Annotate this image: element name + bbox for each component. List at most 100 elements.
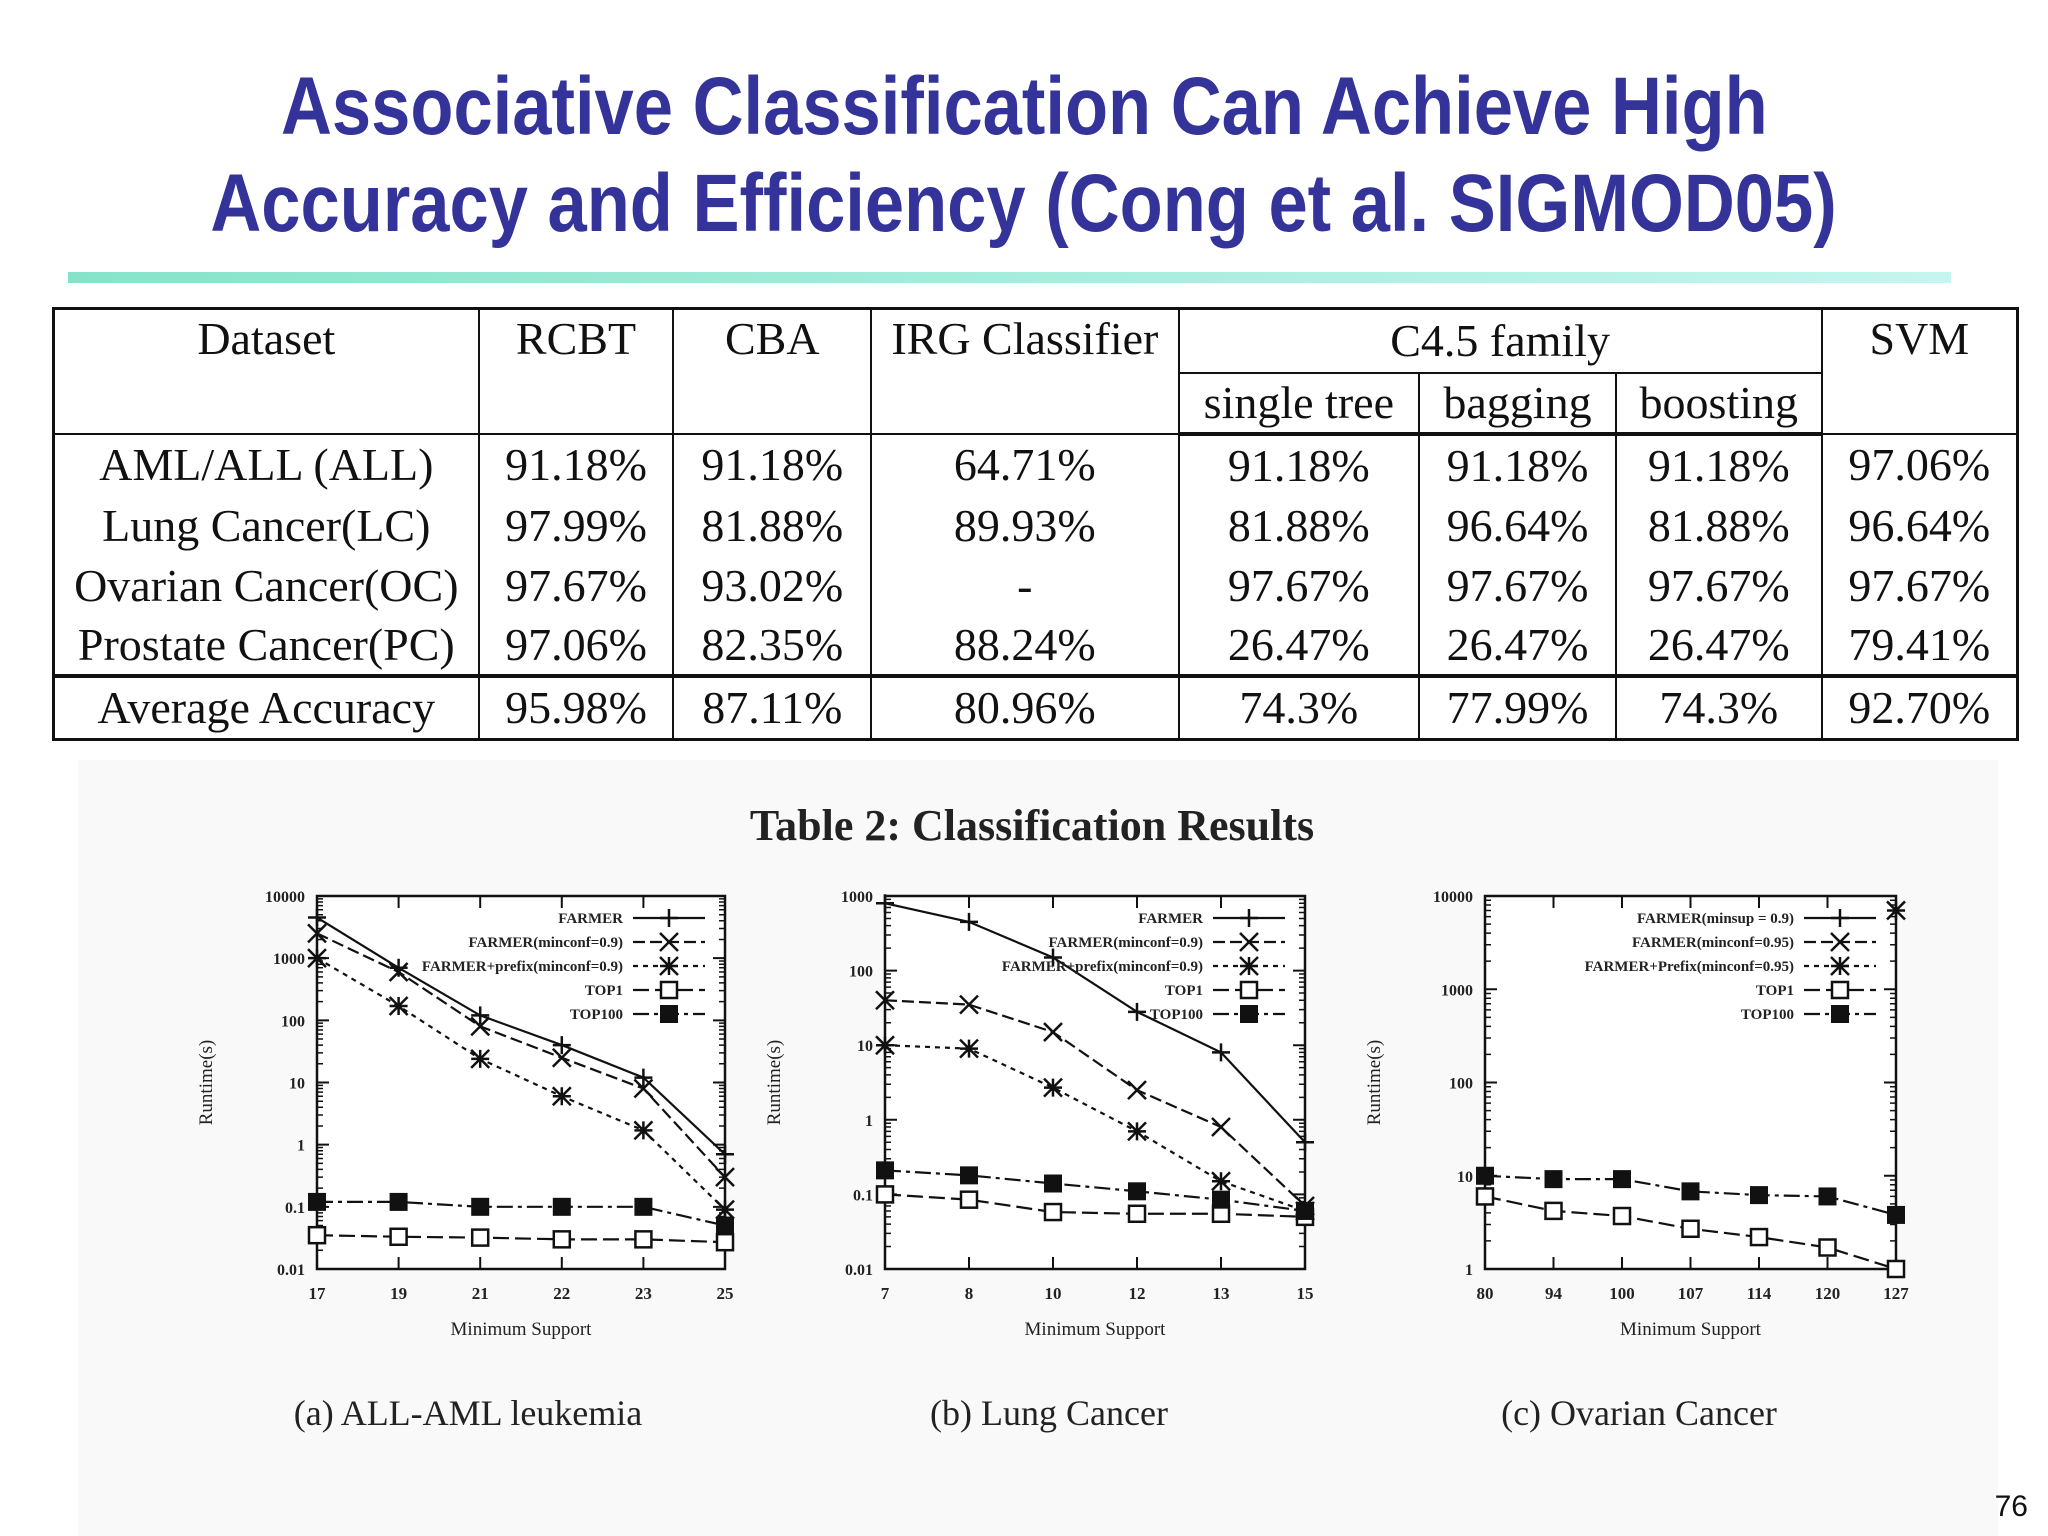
legend-label: FARMER+Prefix(minconf=0.95)	[1585, 959, 1794, 975]
legend-label: TOP100	[1150, 1007, 1203, 1023]
data-point	[1476, 1166, 1494, 1185]
series-line	[884, 999, 1306, 1207]
x-tick-label: 114	[1747, 1284, 1772, 1303]
legend-label: FARMER(minconf=0.9)	[469, 935, 624, 951]
x-axis-label: Minimum Support	[1620, 1319, 1762, 1340]
dataset-cell: AML/ALL (ALL)	[52, 433, 480, 496]
x-tick-label: 94	[1545, 1284, 1563, 1303]
data-point	[471, 1006, 490, 1025]
legend-marker	[1831, 1005, 1849, 1023]
table-row: Lung Cancer(LC) 97.99% 81.88% 89.93% 81.88% 9…	[52, 495, 2019, 556]
series-open-square: TOP1	[1475, 980, 1906, 1279]
data-point	[307, 1225, 327, 1245]
data-point	[634, 1068, 653, 1087]
legend-marker	[1830, 980, 1850, 1000]
data-point	[1127, 1204, 1147, 1224]
data-point	[633, 1078, 654, 1099]
legend-marker	[1239, 956, 1259, 976]
data-point	[307, 923, 327, 944]
dataset-cell: Lung Cancer(LC)	[52, 495, 480, 556]
data-point	[1613, 1170, 1631, 1189]
legend-marker	[1830, 932, 1850, 952]
data-point	[875, 1185, 895, 1204]
y-tick-label: 0.01	[845, 1262, 873, 1279]
legend-marker	[659, 956, 679, 976]
accuracy-cell: 81.88%	[672, 495, 873, 556]
accuracy-cell: 81.88%	[1177, 495, 1421, 556]
accuracy-cell: 80.96%	[870, 673, 1180, 741]
header-svm: SVM	[1820, 307, 2019, 435]
accuracy-cell: 79.41%	[1820, 615, 2019, 676]
legend-marker	[1239, 932, 1259, 952]
data-point	[1211, 1117, 1231, 1137]
y-tick-label: 10000	[265, 889, 305, 906]
legend-label: TOP100	[570, 1007, 623, 1023]
y-tick-label: 100	[849, 964, 873, 981]
y-tick-label: 1000	[273, 951, 305, 968]
data-point	[715, 1232, 735, 1252]
accuracy-cell: 64.71%	[870, 433, 1180, 496]
chart-c: 1 10 100 1000 10000 80 94 100 107 114 120 127 Minimu…	[1364, 889, 1909, 1340]
data-point	[470, 1228, 490, 1247]
accuracy-cell: 74.3%	[1177, 673, 1421, 741]
accuracy-cell: 96.64%	[1418, 495, 1617, 556]
series-cross: FARMER(minconf=0.9)	[307, 923, 735, 1188]
data-point	[308, 1192, 326, 1211]
header-single-tree: single tree	[1177, 371, 1421, 436]
x-tick-label: 19	[390, 1284, 407, 1303]
accuracy-cell: 93.02%	[672, 555, 873, 616]
data-point	[875, 990, 895, 1011]
results-table: Dataset RCBT CBA IRG Classifier C4.5 fam…	[52, 307, 2019, 741]
series-filled-square: TOP100	[1476, 1005, 1905, 1224]
series-filled-square: TOP100	[876, 1005, 1314, 1220]
data-point	[716, 1216, 734, 1235]
series-line	[884, 1193, 1306, 1218]
accuracy-cell: 91.18%	[477, 433, 675, 496]
x-tick-label: 107	[1678, 1284, 1704, 1303]
accuracy-cell: 97.99%	[477, 495, 675, 556]
dataset-cell: Ovarian Cancer(OC)	[52, 555, 480, 616]
x-tick-label: 127	[1883, 1284, 1909, 1303]
x-tick-label: 100	[1609, 1284, 1635, 1303]
series-cross: FARMER(minconf=0.9)	[875, 932, 1315, 1216]
x-tick-label: 17	[309, 1284, 327, 1303]
accuracy-cell: 91.18%	[672, 433, 873, 496]
y-tick-label: 0.1	[853, 1187, 873, 1204]
data-point	[470, 1016, 491, 1037]
y-tick-label: 10	[289, 1076, 305, 1093]
legend-label: FARMER	[1138, 911, 1203, 927]
x-axis-label: Minimum Support	[1025, 1319, 1167, 1340]
accuracy-cell: 96.64%	[1820, 495, 2019, 556]
accuracy-cell: 74.3%	[1614, 673, 1823, 741]
data-point	[1886, 1259, 1906, 1279]
legend-marker	[659, 980, 679, 1000]
data-point	[1475, 1187, 1495, 1206]
data-point	[307, 948, 327, 969]
data-point	[1211, 1171, 1231, 1192]
data-point	[389, 958, 408, 977]
series-plus: FARMER	[308, 908, 734, 1164]
legend-label: FARMER+prefix(minconf=0.9)	[422, 959, 623, 975]
series-open-square: TOP1	[307, 980, 735, 1252]
data-point	[1749, 1227, 1769, 1247]
data-point	[1044, 948, 1062, 967]
legend-marker	[1240, 909, 1258, 927]
x-tick-label: 10	[1045, 1284, 1062, 1303]
header-c45-family: C4.5 family	[1177, 307, 1823, 374]
slide-title-line1: Associative Classification Can Achieve H…	[280, 61, 1768, 152]
data-point	[388, 996, 409, 1016]
legend-label: TOP1	[1756, 983, 1794, 999]
legend-marker	[1831, 909, 1849, 927]
y-tick-label: 1000	[841, 889, 873, 906]
data-point	[389, 1192, 408, 1211]
series-line	[316, 932, 726, 1178]
data-point	[388, 962, 409, 982]
data-point	[552, 1197, 571, 1216]
y-axis-label: Runtime(s)	[1364, 1040, 1385, 1126]
data-point	[552, 1036, 571, 1055]
chart-a: 0.01 0.1 1 10 100 1000 10000 17 19 21 22 23 25 Minimu…	[196, 889, 735, 1340]
data-point	[1681, 1219, 1700, 1239]
series-plus: FARMER(minsup = 0.9)	[1637, 909, 1876, 927]
y-tick-label: 1	[297, 1138, 305, 1155]
